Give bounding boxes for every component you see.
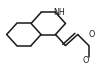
Text: NH: NH: [54, 8, 65, 17]
Text: O: O: [82, 56, 89, 65]
Text: O: O: [88, 30, 95, 39]
